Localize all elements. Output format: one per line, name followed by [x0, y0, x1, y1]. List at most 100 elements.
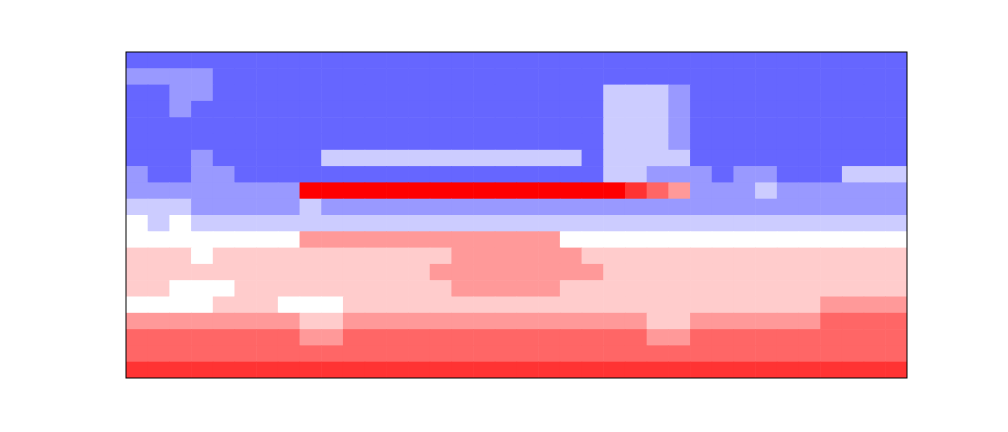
heatmap-cell [343, 248, 365, 265]
heatmap-cell [733, 52, 755, 69]
heatmap-cell [256, 264, 278, 281]
heatmap-cell [495, 182, 517, 199]
heatmap-cell [517, 166, 539, 183]
heatmap-cell [517, 313, 539, 330]
heatmap-cell [408, 297, 430, 314]
heatmap-cell [733, 264, 755, 281]
heatmap-cell [213, 362, 235, 378]
heatmap-cell [538, 345, 560, 362]
heatmap-cell [408, 329, 430, 346]
heatmap-cell [343, 313, 365, 330]
heatmap-cell [386, 329, 408, 346]
heatmap-cell [234, 264, 256, 281]
heatmap-cell [451, 297, 473, 314]
heatmap-cell [582, 150, 604, 167]
heatmap-cell [538, 85, 560, 102]
heatmap-cell [321, 362, 343, 378]
heatmap-cell [430, 166, 452, 183]
heatmap-cell [517, 182, 539, 199]
heatmap-cell [755, 199, 777, 216]
heatmap-cell [278, 68, 300, 85]
heatmap-cell [278, 101, 300, 118]
heatmap-cell [625, 182, 647, 199]
heatmap-cell [582, 134, 604, 151]
heatmap-cell [213, 329, 235, 346]
heatmap-cell [234, 150, 256, 167]
heatmap-cell [408, 134, 430, 151]
heatmap-cell [495, 345, 517, 362]
heatmap-cell [777, 231, 799, 248]
heatmap-cell [191, 166, 213, 183]
heatmap-cell [560, 215, 582, 232]
heatmap-cell [408, 215, 430, 232]
heatmap-cell [451, 68, 473, 85]
heatmap-cell [430, 85, 452, 102]
heatmap-cell [885, 117, 907, 134]
heatmap-cell [169, 329, 191, 346]
heatmap-cell [169, 264, 191, 281]
heatmap-cell [820, 215, 842, 232]
heatmap-cell [538, 182, 560, 199]
heatmap-cell [473, 134, 495, 151]
heatmap-cell [712, 248, 734, 265]
heatmap-cell [538, 150, 560, 167]
heatmap-cell [386, 182, 408, 199]
heatmap-cell [343, 166, 365, 183]
heatmap-cell [733, 199, 755, 216]
heatmap-cell [755, 182, 777, 199]
heatmap-cell [647, 182, 669, 199]
heatmap-cell [451, 231, 473, 248]
heatmap-cell [451, 329, 473, 346]
heatmap-cell [473, 166, 495, 183]
heatmap-cell [625, 68, 647, 85]
heatmap-cell [647, 362, 669, 378]
heatmap-cell [430, 329, 452, 346]
heatmap-cell [885, 280, 907, 297]
heatmap-cell [603, 166, 625, 183]
heatmap-cell [365, 166, 387, 183]
heatmap-cell [538, 313, 560, 330]
heatmap-cell [234, 68, 256, 85]
heatmap-cell [321, 134, 343, 151]
heatmap-cell [668, 150, 690, 167]
heatmap-cell [712, 182, 734, 199]
heatmap-cell [430, 182, 452, 199]
heatmap-cell [256, 231, 278, 248]
heatmap-cell [495, 264, 517, 281]
heatmap-cell [256, 329, 278, 346]
heatmap-cell [582, 52, 604, 69]
heatmap-cell [430, 280, 452, 297]
heatmap-cell [777, 150, 799, 167]
heatmap-cell [777, 85, 799, 102]
heatmap-cell [582, 85, 604, 102]
heatmap-cell [603, 85, 625, 102]
heatmap-cell [733, 166, 755, 183]
heatmap-cell [864, 313, 886, 330]
heatmap-cell [712, 150, 734, 167]
heatmap-cell [169, 150, 191, 167]
heatmap-cell [343, 199, 365, 216]
heatmap-cell [386, 199, 408, 216]
heatmap-cell [625, 248, 647, 265]
heatmap-cell [690, 68, 712, 85]
heatmap-cell [842, 166, 864, 183]
heatmap-cell [560, 280, 582, 297]
heatmap-cell [278, 182, 300, 199]
heatmap-cell [256, 52, 278, 69]
heatmap-cell [169, 182, 191, 199]
heatmap-cell [560, 231, 582, 248]
heatmap-cell [668, 264, 690, 281]
heatmap-cell [430, 117, 452, 134]
heatmap-cell [885, 231, 907, 248]
heatmap-cell [538, 329, 560, 346]
heatmap-cell [625, 166, 647, 183]
heatmap-cell [256, 362, 278, 378]
heatmap-cell [169, 280, 191, 297]
heatmap-cell [625, 329, 647, 346]
heatmap-cell [712, 166, 734, 183]
heatmap-cell [820, 313, 842, 330]
heatmap-cell [473, 329, 495, 346]
heatmap-cell [300, 199, 322, 216]
heatmap-cell [365, 362, 387, 378]
heatmap-cell [148, 297, 170, 314]
